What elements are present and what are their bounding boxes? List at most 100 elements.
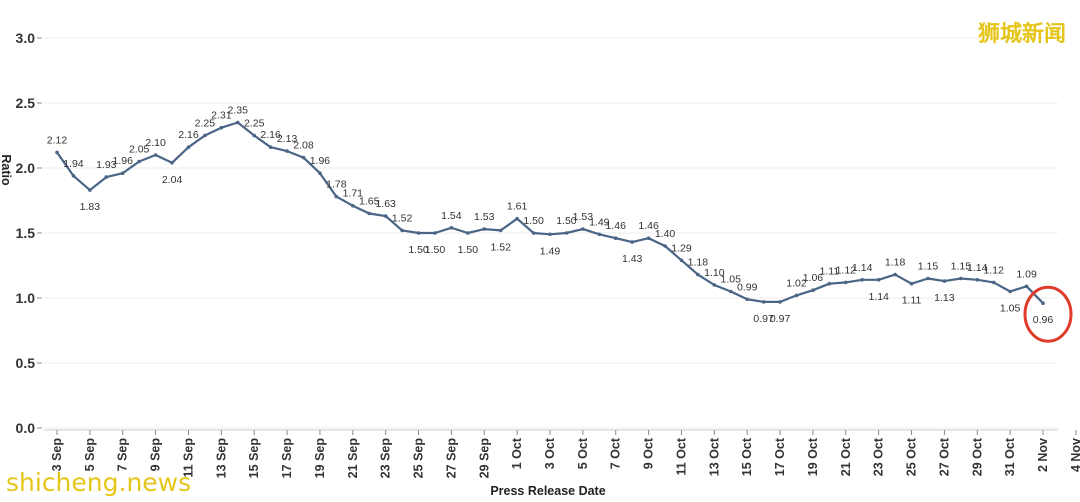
y-axis-title: Ratio	[0, 154, 13, 186]
y-tick-label: 3.0	[16, 30, 36, 46]
data-label: 1.49	[589, 216, 610, 228]
data-point	[531, 231, 536, 235]
data-point	[367, 211, 372, 216]
data-point	[268, 145, 273, 149]
data-label: 1.11	[902, 295, 922, 307]
data-label: 1.15	[918, 261, 939, 273]
data-label: 1.94	[63, 158, 84, 170]
data-label: 2.05	[129, 144, 150, 156]
x-tick-label: 21 Sep	[346, 438, 360, 479]
x-tick-label: 13 Oct	[707, 437, 721, 476]
data-point	[137, 159, 141, 164]
y-tick-label: 2.5	[16, 95, 36, 111]
data-points	[55, 120, 1045, 306]
data-label: 0.99	[737, 281, 758, 293]
watermark-top-right: 狮城新闻	[977, 22, 1066, 47]
x-tick-label: 15 Oct	[740, 437, 754, 476]
data-point	[564, 231, 569, 235]
data-label: 1.13	[934, 292, 955, 304]
data-label: 1.46	[606, 220, 627, 232]
data-point	[712, 283, 717, 287]
x-tick-label: 29 Oct	[970, 437, 984, 476]
y-tick-label: 1.5	[16, 225, 36, 241]
data-point	[893, 272, 897, 277]
data-point	[186, 145, 191, 149]
x-tick-label: 25 Sep	[412, 438, 426, 479]
data-label: 1.49	[540, 245, 561, 257]
data-label: 1.50	[425, 244, 446, 256]
data-point	[827, 281, 832, 286]
data-label: 1.18	[885, 257, 906, 269]
data-label: 1.52	[392, 212, 413, 224]
data-point	[728, 289, 733, 294]
data-point	[959, 276, 963, 281]
data-label: 1.02	[786, 277, 807, 289]
data-point	[679, 258, 684, 263]
data-point	[844, 280, 848, 285]
data-label: 2.16	[178, 129, 199, 141]
data-label: 1.96	[113, 155, 134, 167]
x-tick-label: 3 Sep	[50, 438, 64, 472]
x-tick-label: 1 Oct	[510, 437, 524, 469]
data-point	[975, 278, 980, 282]
data-point	[1008, 289, 1012, 294]
data-point	[630, 240, 634, 244]
data-label: 1.05	[1000, 303, 1021, 315]
data-label: 1.09	[1016, 268, 1037, 280]
data-point	[761, 300, 766, 304]
data-label: 1.40	[655, 228, 676, 240]
data-label: 1.52	[490, 241, 511, 253]
x-tick-label: 23 Sep	[379, 438, 393, 479]
data-label: 1.53	[474, 211, 495, 223]
data-point	[170, 161, 174, 165]
x-tick-label: 13 Sep	[214, 438, 228, 479]
x-axis-title: Press Release Date	[490, 484, 605, 498]
data-label: 1.93	[96, 159, 117, 171]
data-point	[351, 203, 355, 208]
data-label: 1.50	[523, 215, 544, 227]
highlight-circle	[1023, 285, 1073, 343]
data-label: 1.50	[556, 215, 577, 227]
data-label: 2.10	[145, 137, 166, 149]
data-labels: 2.121.941.831.931.962.052.102.042.162.25…	[47, 105, 1054, 327]
data-label: 1.50	[458, 244, 479, 256]
data-point	[301, 155, 306, 160]
data-label: 1.96	[310, 155, 331, 167]
x-tick-label: 19 Sep	[313, 438, 327, 479]
x-tick-label: 4 Nov	[1069, 438, 1080, 472]
y-tick-label: 0.0	[16, 420, 36, 436]
x-tick-label: 3 Oct	[543, 437, 557, 469]
x-tick-label: 7 Sep	[116, 438, 130, 472]
data-label: 2.04	[162, 174, 183, 186]
data-point	[235, 120, 240, 125]
data-label: 2.12	[47, 134, 68, 146]
data-point	[646, 236, 651, 240]
watermark-bottom-left: shicheng.news	[6, 468, 192, 497]
data-point	[745, 297, 749, 302]
x-tick-label: 23 Oct	[872, 437, 886, 476]
data-label: 2.13	[277, 133, 298, 145]
data-label: 1.63	[375, 198, 396, 210]
data-label: 1.14	[868, 291, 889, 303]
data-label: 0.97	[753, 313, 774, 325]
data-label: 1.43	[622, 253, 643, 265]
x-tick-label: 9 Sep	[149, 438, 163, 472]
data-point	[811, 288, 815, 293]
data-point	[88, 188, 92, 192]
data-label: 1.54	[441, 210, 462, 222]
data-label: 1.18	[688, 257, 709, 269]
data-label: 1.12	[836, 264, 857, 276]
data-label: 1.46	[638, 220, 659, 232]
data-label: 1.83	[80, 201, 101, 213]
data-label: 1.71	[343, 188, 364, 200]
x-tick-label: 5 Oct	[576, 437, 590, 469]
data-label: 1.14	[852, 262, 873, 274]
data-label: 1.50	[408, 244, 429, 256]
data-point	[942, 279, 947, 283]
data-point	[1041, 301, 1045, 306]
data-point	[613, 236, 618, 240]
data-point	[778, 300, 782, 304]
data-label: 1.15	[951, 261, 972, 273]
data-point	[433, 231, 437, 235]
x-tick-label: 15 Sep	[247, 438, 261, 479]
